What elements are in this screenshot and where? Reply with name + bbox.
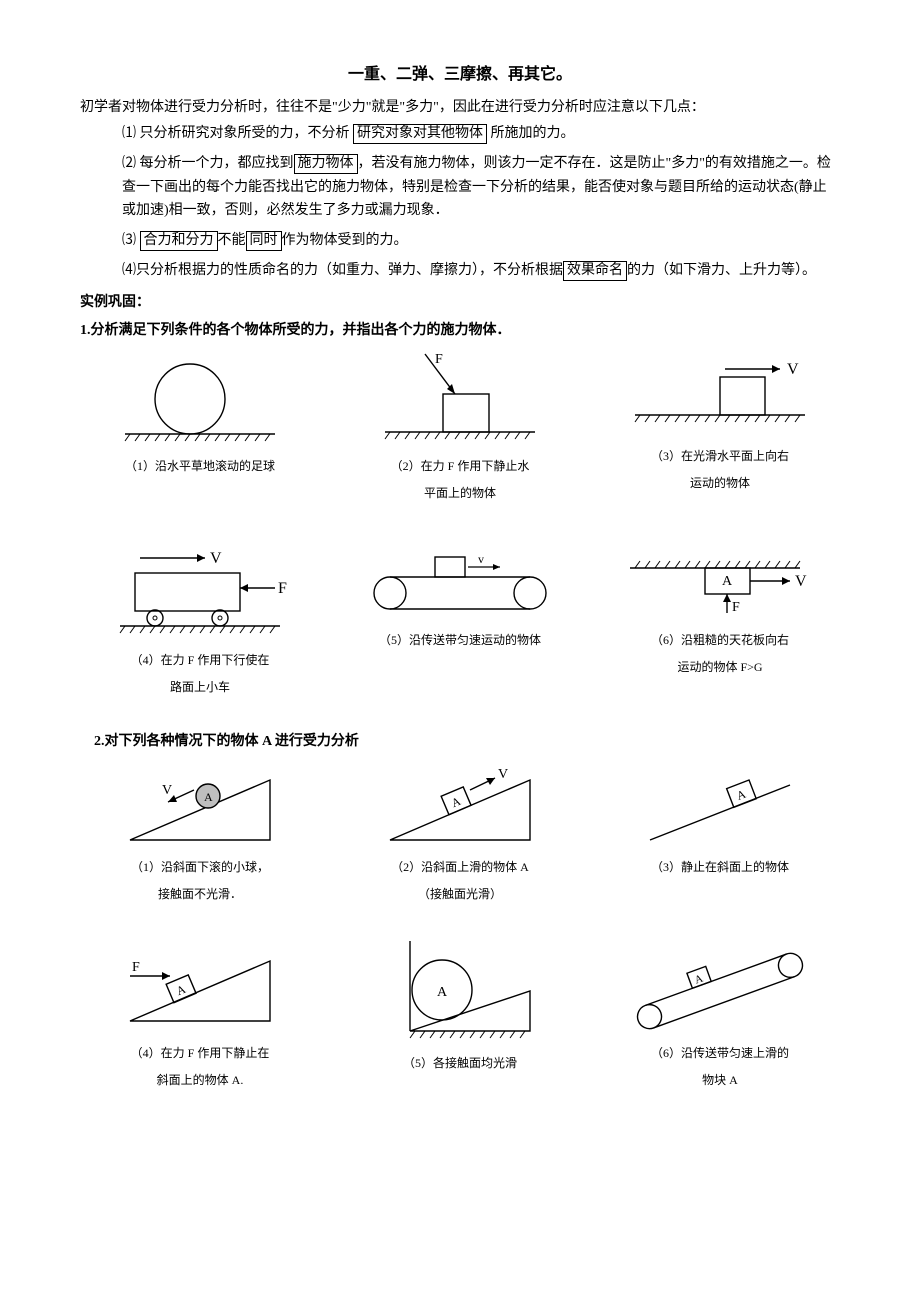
point-2: ⑵ 每分析一个力，都应找到施力物体，若没有施力物体，则该力一定不存在．这是防止"… — [122, 152, 840, 223]
p1-a: ⑴ 只分析研究对象所受的力，不分析 — [122, 126, 353, 141]
point-4: ⑷只分析根据力的性质命名的力（如重力、弹力、摩擦力），不分析根据效果命名的力（如… — [122, 259, 840, 283]
fig-2-2-V: V — [498, 767, 508, 782]
page-title: 一重、二弹、三摩擦、再其它。 — [80, 60, 840, 84]
fig-1-6-svg: A V F — [620, 543, 820, 623]
sec2-row1: A V （1）沿斜面下滚的小球， 接触面不光滑． A V （2）沿斜面上滑的物体… — [80, 760, 840, 904]
fig-1-2-svg: F — [375, 349, 545, 449]
fig-1-6-A: A — [722, 574, 733, 589]
fig-1-6: A V F （6）沿粗糙的天花板向右 运动的物体 F>G — [600, 543, 840, 677]
point-3: ⑶ 合力和分力不能同时作为物体受到的力。 — [122, 229, 840, 253]
fig-1-3: V （3）在光滑水平面上向右 运动的物体 — [600, 349, 840, 493]
fig-1-5-v: v — [478, 552, 484, 566]
fig-2-5-svg: A — [370, 936, 550, 1046]
fig-1-5-svg: v — [360, 543, 560, 623]
fig-2-3-cap: （3）静止在斜面上的物体 — [651, 858, 789, 877]
p1-box: 研究对象对其他物体 — [353, 124, 487, 144]
fig-2-6-A: A — [693, 972, 705, 986]
fig-1-2: F （2）在力 F 作用下静止水 平面上的物体 — [340, 349, 580, 503]
fig-1-6-cap2: 运动的物体 F>G — [677, 658, 762, 677]
p3-mid: 不能 — [218, 233, 246, 248]
fig-1-6-cap1: （6）沿粗糙的天花板向右 — [651, 631, 789, 650]
fig-1-4-F: F — [278, 580, 287, 597]
fig-2-5-cap: （5）各接触面均光滑 — [403, 1054, 517, 1073]
fig-1-4-cap2: 路面上小车 — [170, 678, 230, 697]
fig-2-2-cap1: （2）沿斜面上滑的物体 A — [391, 858, 529, 877]
fig-2-1-svg: A V — [110, 760, 290, 850]
fig-2-3-svg: A — [630, 760, 810, 850]
fig-1-6-F: F — [732, 600, 740, 615]
fig-1-3-cap1: （3）在光滑水平面上向右 — [651, 447, 789, 466]
fig-2-3: A （3）静止在斜面上的物体 — [600, 760, 840, 877]
sec2-question: 2.对下列各种情况下的物体 A 进行受力分析 — [80, 730, 840, 750]
fig-2-1-cap2: 接触面不光滑． — [158, 885, 242, 904]
fig-1-3-V: V — [787, 361, 799, 378]
sec2-row2: A F （4）在力 F 作用下静止在 斜面上的物体 A. A （5）各接触面均光… — [80, 936, 840, 1090]
fig-1-4: V F （4）在力 F 作用下行使在 路面上小车 — [80, 543, 320, 697]
fig-1-5: v （5）沿传送带匀速运动的物体 — [340, 543, 580, 650]
fig-2-4-cap1: （4）在力 F 作用下静止在 — [131, 1044, 270, 1063]
p4-a: ⑷只分析根据力的性质命名的力（如重力、弹力、摩擦力），不分析根据 — [122, 263, 563, 278]
fig-1-2-cap2: 平面上的物体 — [424, 484, 496, 503]
fig-2-6-cap2: 物块 A — [702, 1071, 738, 1090]
p1-b: 所施加的力。 — [487, 126, 575, 141]
fig-1-1-svg — [115, 349, 285, 449]
p2-a: ⑵ 每分析一个力，都应找到 — [122, 156, 294, 171]
p4-box: 效果命名 — [563, 261, 627, 281]
fig-1-1: （1）沿水平草地滚动的足球 — [80, 349, 320, 476]
fig-2-3-A: A — [735, 786, 748, 802]
p3-box1: 合力和分力 — [140, 231, 218, 251]
fig-1-4-cap1: （4）在力 F 作用下行使在 — [131, 651, 270, 670]
p3-b: 作为物体受到的力。 — [282, 233, 408, 248]
fig-1-2-cap1: （2）在力 F 作用下静止水 — [391, 457, 530, 476]
fig-2-4-A: A — [174, 982, 188, 998]
fig-2-1-A: A — [204, 790, 213, 804]
fig-2-4-cap2: 斜面上的物体 A. — [157, 1071, 244, 1090]
fig-2-6-cap1: （6）沿传送带匀速上滑的 — [651, 1044, 789, 1063]
sec1-row2: V F （4）在力 F 作用下行使在 路面上小车 — [80, 543, 840, 697]
fig-2-6-svg: A — [620, 936, 820, 1036]
fig-2-2-svg: A V — [370, 760, 550, 850]
p3-box2: 同时 — [246, 231, 282, 251]
fig-2-2-cap2: （接触面光滑） — [418, 885, 502, 904]
fig-2-5: A （5）各接触面均光滑 — [340, 936, 580, 1073]
fig-1-4-svg: V F — [110, 543, 290, 643]
fig-2-4: A F （4）在力 F 作用下静止在 斜面上的物体 A. — [80, 936, 320, 1090]
points-list: ⑴ 只分析研究对象所受的力，不分析 研究对象对其他物体 所施加的力。 ⑵ 每分析… — [80, 122, 840, 283]
p3-a: ⑶ — [122, 233, 140, 248]
fig-1-5-cap: （5）沿传送带匀速运动的物体 — [379, 631, 541, 650]
fig-2-2: A V （2）沿斜面上滑的物体 A （接触面光滑） — [340, 760, 580, 904]
fig-2-5-A: A — [437, 985, 448, 1000]
point-1: ⑴ 只分析研究对象所受的力，不分析 研究对象对其他物体 所施加的力。 — [122, 122, 840, 146]
p4-b: 的力（如下滑力、上升力等）。 — [627, 263, 816, 278]
fig-2-4-F: F — [132, 960, 140, 975]
fig-1-3-svg: V — [625, 349, 815, 439]
fig-2-1-cap1: （1）沿斜面下滚的小球， — [131, 858, 269, 877]
p2-box: 施力物体 — [294, 154, 358, 174]
fig-1-3-cap2: 运动的物体 — [690, 474, 750, 493]
fig-1-6-V: V — [795, 573, 807, 590]
intro-text: 初学者对物体进行受力分析时，往往不是"少力"就是"多力"，因此在进行受力分析时应… — [80, 96, 840, 116]
sec1-heading: 实例巩固： — [80, 291, 840, 311]
sec1-row1: （1）沿水平草地滚动的足球 F （2）在力 F 作用下静止水 平面上的物体 — [80, 349, 840, 503]
fig-2-1-V: V — [162, 783, 172, 798]
sec1-question: 1.分析满足下列条件的各个物体所受的力，并指出各个力的施力物体． — [80, 319, 840, 339]
fig-2-1: A V （1）沿斜面下滚的小球， 接触面不光滑． — [80, 760, 320, 904]
fig-1-4-V: V — [210, 550, 222, 567]
fig-2-2-A: A — [449, 793, 463, 809]
fig-2-4-svg: A F — [110, 936, 290, 1036]
fig-1-2-F: F — [435, 352, 443, 367]
fig-2-6: A （6）沿传送带匀速上滑的 物块 A — [600, 936, 840, 1090]
fig-1-1-cap: （1）沿水平草地滚动的足球 — [125, 457, 275, 476]
